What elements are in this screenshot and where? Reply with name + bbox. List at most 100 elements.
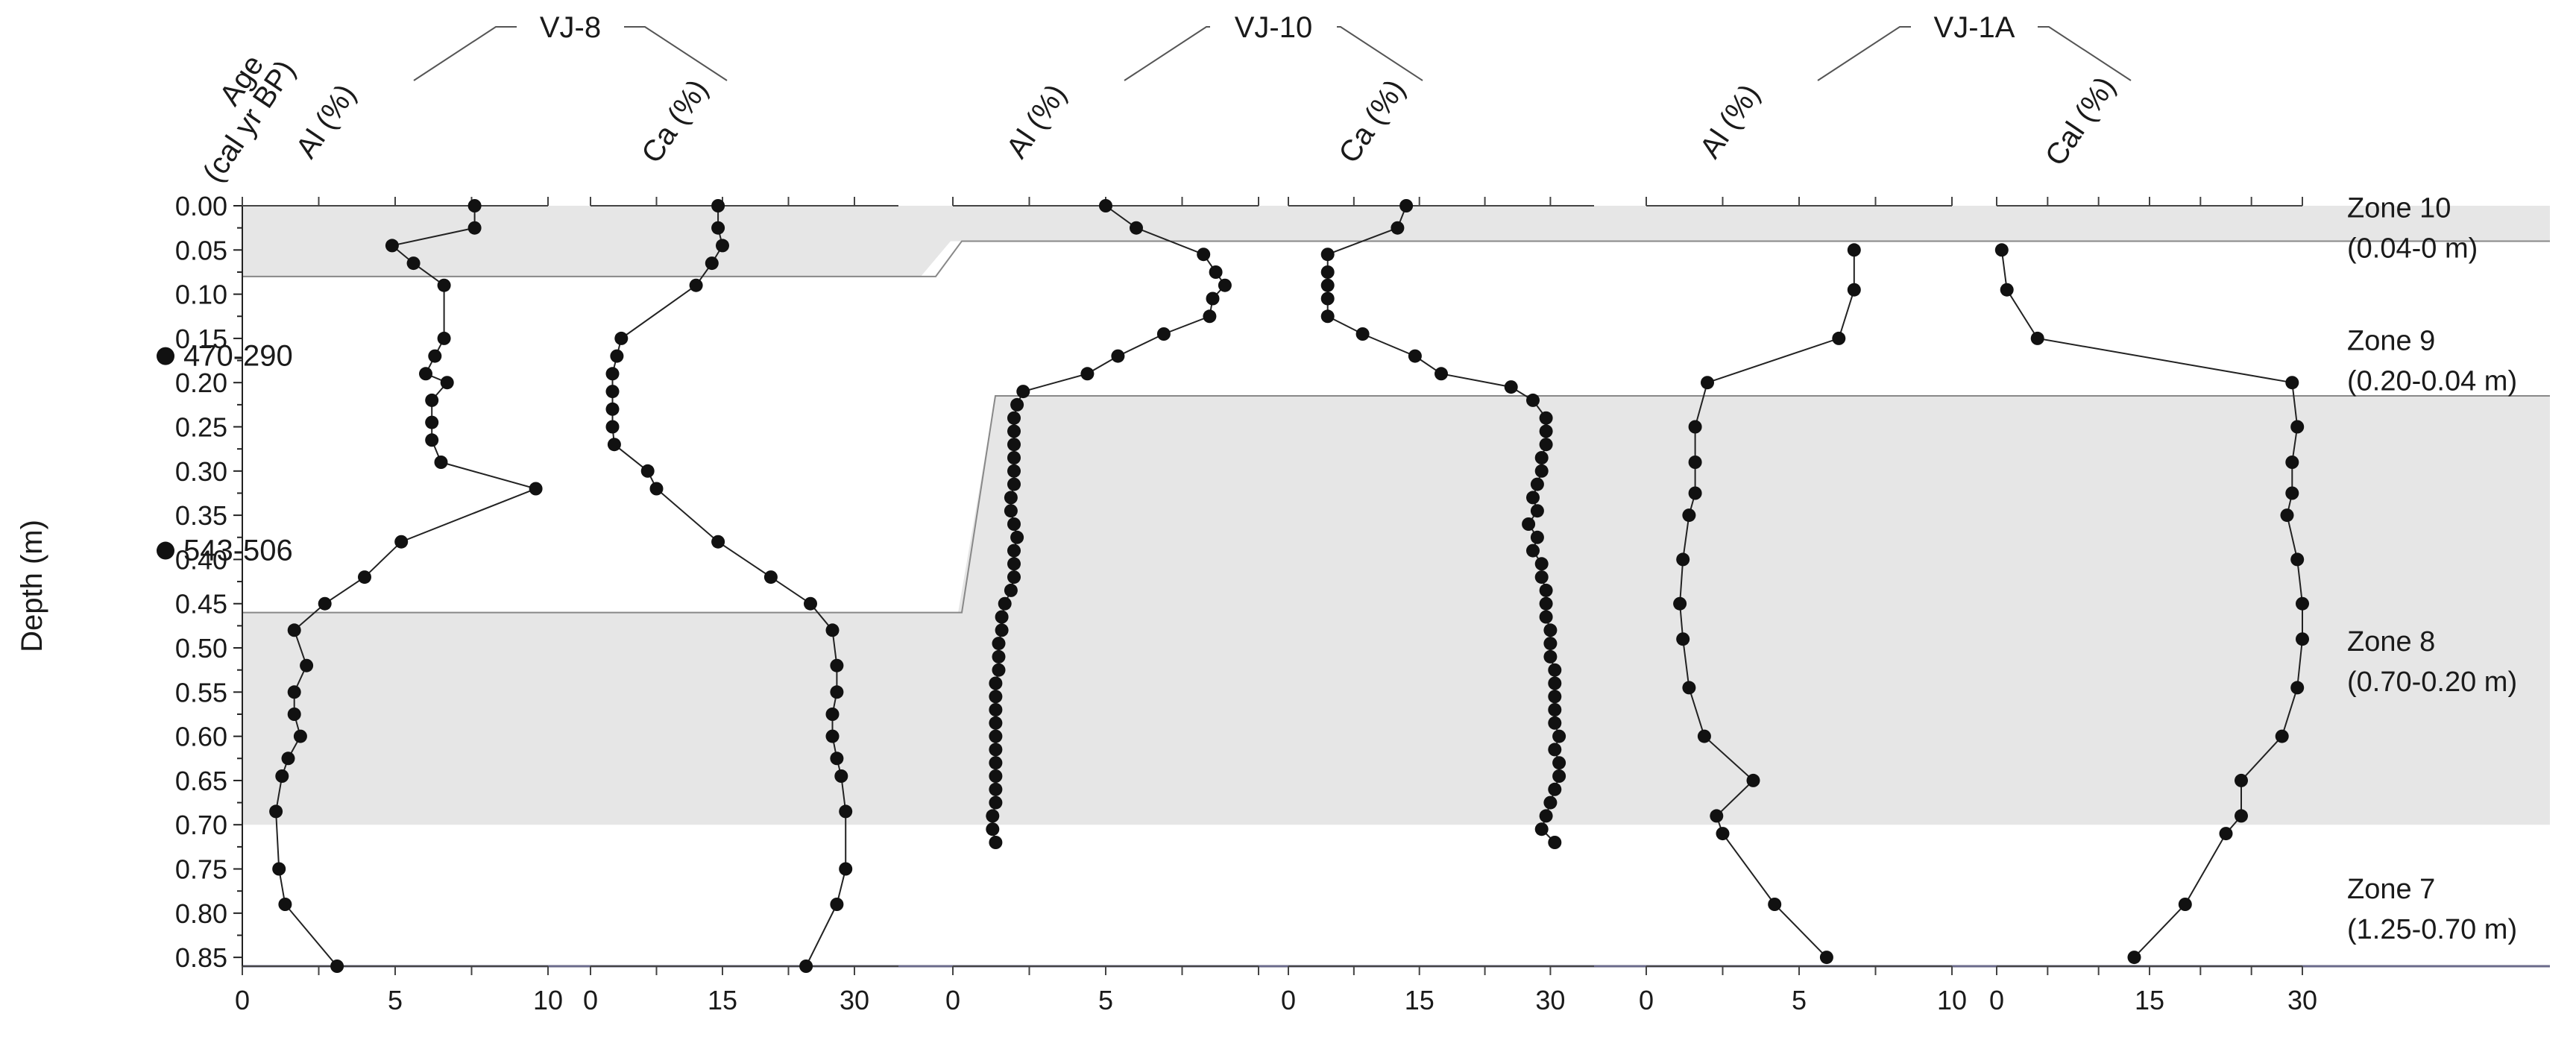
data-point: [1688, 456, 1702, 469]
data-point: [1080, 367, 1095, 381]
panel-tick-label: 0: [235, 985, 250, 1015]
variable-label: Ca (%): [635, 74, 714, 169]
data-point: [1007, 517, 1021, 531]
data-point: [2235, 773, 2248, 787]
zone-bands: [242, 206, 2550, 825]
data-point: [799, 960, 813, 973]
data-point: [440, 376, 454, 390]
panel-tick-label: 30: [840, 985, 869, 1015]
core-bracket-left: [413, 26, 517, 81]
data-point: [1534, 557, 1549, 571]
depth-tick-label: 0.15: [175, 324, 227, 354]
data-point: [1716, 827, 1730, 841]
data-point: [434, 456, 448, 469]
data-point: [1539, 438, 1553, 452]
data-point: [1399, 199, 1414, 212]
data-point: [467, 221, 482, 235]
panel-tick-label: 15: [1405, 985, 1435, 1015]
data-point: [1768, 898, 1782, 911]
data-point: [467, 199, 482, 212]
data-point: [1218, 278, 1232, 292]
data-point: [986, 809, 1000, 823]
data-point: [1526, 491, 1540, 505]
data-point: [1007, 438, 1021, 452]
data-point: [1320, 265, 1335, 279]
variable-label: Al (%): [1001, 78, 1073, 164]
data-point: [269, 804, 283, 819]
data-point: [1320, 292, 1335, 306]
data-point: [275, 769, 289, 783]
data-point: [428, 349, 442, 363]
data-point: [1539, 583, 1553, 597]
zone-8-band: [242, 396, 2550, 825]
data-point: [992, 663, 1006, 677]
data-point: [605, 402, 620, 416]
data-point: [1530, 477, 1544, 491]
data-point: [1099, 199, 1112, 212]
zone-range: (0.04-0 m): [2347, 233, 2478, 265]
panel-tick-label: 0: [1639, 985, 1654, 1015]
data-point: [834, 769, 848, 783]
data-point: [830, 685, 844, 699]
depth-tick-label: 0.10: [175, 280, 227, 310]
data-point: [711, 535, 725, 549]
data-point: [998, 596, 1012, 611]
data-point: [1682, 508, 1696, 523]
data-point: [992, 649, 1006, 664]
data-point: [1548, 716, 1562, 730]
data-point: [2235, 809, 2248, 823]
panel-tick-label: 0: [945, 985, 960, 1015]
data-point: [605, 420, 620, 434]
data-point: [385, 239, 399, 253]
data-point: [1004, 491, 1018, 505]
core-name: VJ-8: [540, 11, 601, 44]
data-point: [1673, 596, 1687, 611]
data-point: [278, 898, 292, 911]
data-point: [607, 438, 621, 452]
data-point: [406, 256, 421, 271]
core-headers: [413, 26, 2132, 81]
panel-tick-label: 30: [1535, 985, 1565, 1015]
zone-name: Zone 9: [2347, 326, 2435, 357]
data-point: [1504, 380, 1518, 394]
data-point: [689, 278, 703, 292]
data-point: [1130, 221, 1143, 235]
zone-9-bottom-line: [242, 395, 2550, 614]
variable-label: Ca (%): [1332, 74, 1411, 169]
data-series-line: [275, 206, 538, 967]
data-point: [1688, 486, 1702, 500]
data-series-line: [611, 206, 847, 967]
data-point: [2290, 420, 2305, 434]
data-point: [825, 708, 840, 721]
data-point: [2296, 596, 2309, 611]
data-point: [1530, 504, 1544, 518]
panel-tick-label: 0: [583, 985, 598, 1015]
data-point: [1688, 420, 1702, 434]
depth-axis: 0.00 0.05 0.10 0.15 0.20 0.25 0.30 0.35 0.40 0.45…: [16, 191, 243, 973]
data-point: [1819, 951, 1833, 965]
data-point: [419, 367, 432, 381]
data-point: [711, 221, 725, 235]
zone-range: (1.25-0.70 m): [2347, 914, 2517, 945]
data-point: [640, 464, 655, 478]
data-point: [529, 482, 543, 496]
core-bracket-right: [1337, 26, 1423, 81]
data-point: [281, 751, 295, 766]
data-point: [1552, 756, 1566, 770]
age-date-marker: [157, 541, 174, 560]
data-point: [1539, 424, 1553, 438]
data-point: [1522, 517, 1536, 531]
data-point: [989, 703, 1003, 716]
data-point: [830, 751, 844, 766]
data-point: [1320, 248, 1335, 262]
data-point: [1007, 477, 1021, 491]
data-point: [1832, 331, 1846, 345]
data-point: [300, 658, 314, 672]
data-point: [989, 782, 1003, 796]
depth-tick-label: 0.45: [175, 589, 227, 620]
data-point: [1391, 221, 1405, 235]
panel-tick-label: 5: [388, 985, 403, 1015]
depth-tick-label: 0.85: [175, 942, 227, 973]
data-point: [2285, 376, 2299, 390]
data-point: [2280, 508, 2294, 523]
